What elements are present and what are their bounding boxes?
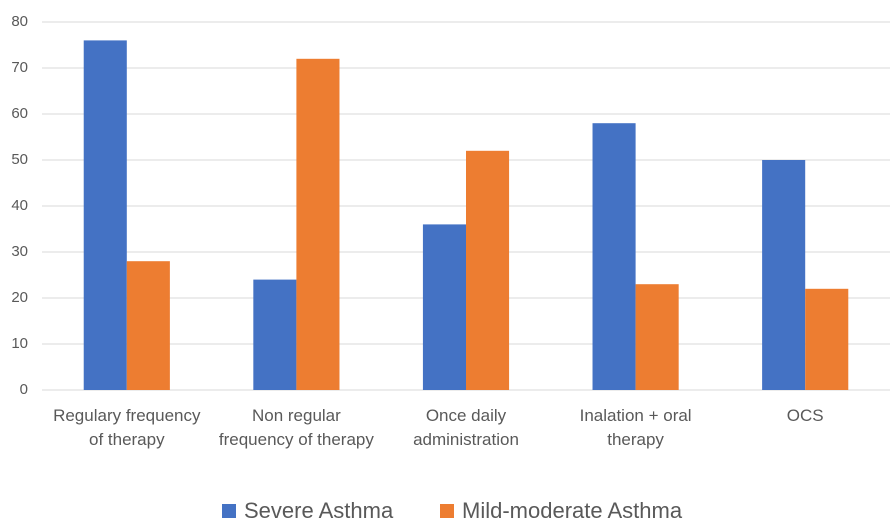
bar — [83, 40, 127, 391]
y-tick-label: 20 — [11, 289, 28, 306]
x-tick-label: Inalation + oral therapy — [579, 406, 692, 449]
y-tick-label: 30 — [11, 243, 28, 260]
bar — [253, 279, 297, 390]
y-tick-label: 60 — [11, 105, 28, 122]
bar — [422, 224, 466, 390]
bar — [762, 160, 806, 390]
x-tick-label: Non regular frequency of therapy — [218, 406, 374, 449]
bar — [805, 288, 849, 390]
x-tick-label: OCS — [786, 406, 824, 425]
y-tick-label: 0 — [20, 381, 28, 398]
legend-label: Mild-moderate Asthma — [462, 498, 683, 521]
legend-swatch — [440, 504, 454, 518]
bar — [635, 284, 679, 390]
y-tick-label: 10 — [11, 335, 28, 352]
x-tick-label: Once daily administration — [413, 406, 519, 449]
y-tick-label: 50 — [11, 151, 28, 168]
bar — [126, 261, 170, 390]
legend-swatch — [222, 504, 236, 518]
x-tick-label: Regulary frequency of therapy — [53, 406, 201, 449]
bar — [592, 123, 636, 390]
y-tick-label: 80 — [11, 13, 28, 30]
y-tick-label: 70 — [11, 59, 28, 76]
bar — [466, 150, 510, 390]
legend-label: Severe Asthma — [244, 498, 394, 521]
bar — [296, 58, 340, 391]
y-tick-label: 40 — [11, 197, 28, 214]
